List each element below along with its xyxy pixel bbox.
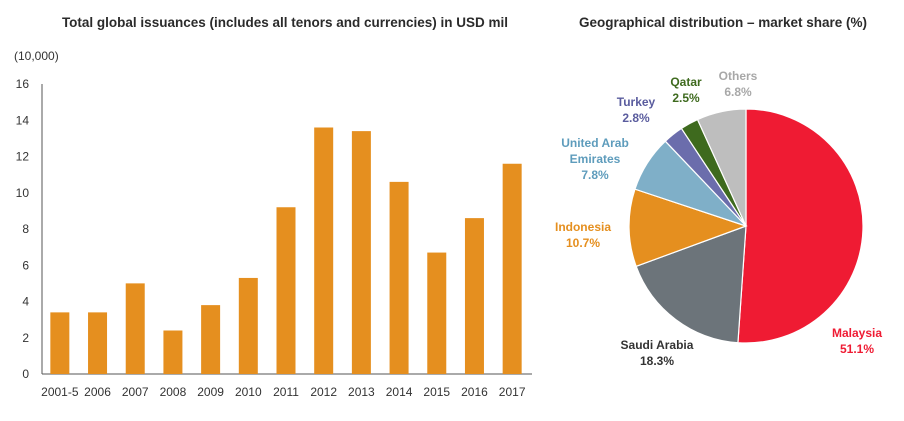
y-tick-label: 14	[16, 113, 30, 127]
bar-2009	[201, 305, 221, 374]
pie-slice-saudi-arabia	[635, 225, 747, 344]
pie-label-value: 2.5%	[672, 91, 700, 105]
x-tick-label: 2010	[235, 385, 262, 399]
pie-label-name: Saudi Arabia	[621, 338, 694, 352]
bar-2017	[502, 163, 522, 374]
pie-label-name: Emirates	[570, 152, 621, 166]
x-tick-label: 2008	[160, 385, 187, 399]
pie-label-name: Others	[719, 69, 758, 83]
pie-label-value: 51.1%	[840, 342, 874, 356]
pie-label-name: Malaysia	[832, 326, 882, 340]
pie-slices	[628, 108, 864, 344]
pie-label-name: Qatar	[670, 75, 702, 89]
bar-2010	[238, 277, 258, 374]
x-tick-label: 2016	[461, 385, 488, 399]
pie-slice-indonesia	[628, 188, 748, 268]
bar-chart-title: Total global issuances (includes all ten…	[62, 15, 508, 30]
bar-chart: Total global issuances (includes all ten…	[14, 15, 532, 399]
pie-labels: Malaysia 51.1% Saudi Arabia 18.3% Indonesia 1…	[555, 69, 882, 368]
pie-label-value: 6.8%	[724, 85, 752, 99]
x-axis-ticks: 2001-5 2006 2007 2008 2009 2010 2011 2012 2013 20…	[41, 385, 526, 399]
x-tick-label: 2012	[310, 385, 337, 399]
bar-2006	[88, 312, 108, 374]
x-tick-label: 2006	[84, 385, 111, 399]
pie-label-name: Indonesia	[555, 220, 611, 234]
pie-chart-title: Geographical distribution – market share…	[579, 15, 867, 30]
x-tick-label: 2014	[386, 385, 413, 399]
bar-2008	[163, 330, 183, 374]
x-tick-label: 2017	[499, 385, 526, 399]
pie-label-value: 18.3%	[640, 354, 674, 368]
bar-2007	[125, 283, 145, 374]
bar-2016	[464, 218, 484, 374]
x-tick-label: 2009	[197, 385, 224, 399]
pie-label-value: 7.8%	[581, 168, 609, 182]
y-tick-label: 10	[16, 186, 30, 200]
y-tick-label: 6	[22, 258, 29, 272]
pie-slice-malaysia	[737, 108, 864, 344]
bar-2001-5	[50, 312, 70, 374]
x-tick-label: 2011	[273, 385, 299, 399]
bar-2013	[351, 131, 371, 374]
pie-label-name: Turkey	[617, 95, 656, 109]
x-tick-label: 2015	[423, 385, 450, 399]
pie-slice-others	[696, 108, 747, 227]
y-axis-ticks: 0 2 4 6 8 10 12 14 16	[16, 77, 30, 381]
y-axis-unit-label: (10,000)	[14, 49, 59, 63]
y-tick-label: 12	[16, 150, 30, 164]
bars	[50, 127, 522, 374]
y-tick-label: 16	[16, 77, 30, 91]
x-tick-label: 2013	[348, 385, 375, 399]
pie-label-name: United Arab	[561, 136, 629, 150]
bar-2014	[389, 181, 409, 374]
bar-2012	[314, 127, 334, 374]
bar-2015	[427, 252, 447, 374]
y-tick-label: 2	[22, 331, 29, 345]
bar-2011	[276, 207, 296, 374]
pie-label-value: 10.7%	[566, 236, 600, 250]
y-tick-label: 0	[22, 367, 29, 381]
pie-label-value: 2.8%	[622, 111, 650, 125]
x-tick-label: 2001-5	[41, 385, 79, 399]
x-tick-label: 2007	[122, 385, 149, 399]
pie-chart: Geographical distribution – market share…	[555, 15, 882, 368]
y-tick-label: 4	[22, 295, 29, 309]
y-tick-label: 8	[22, 222, 29, 236]
